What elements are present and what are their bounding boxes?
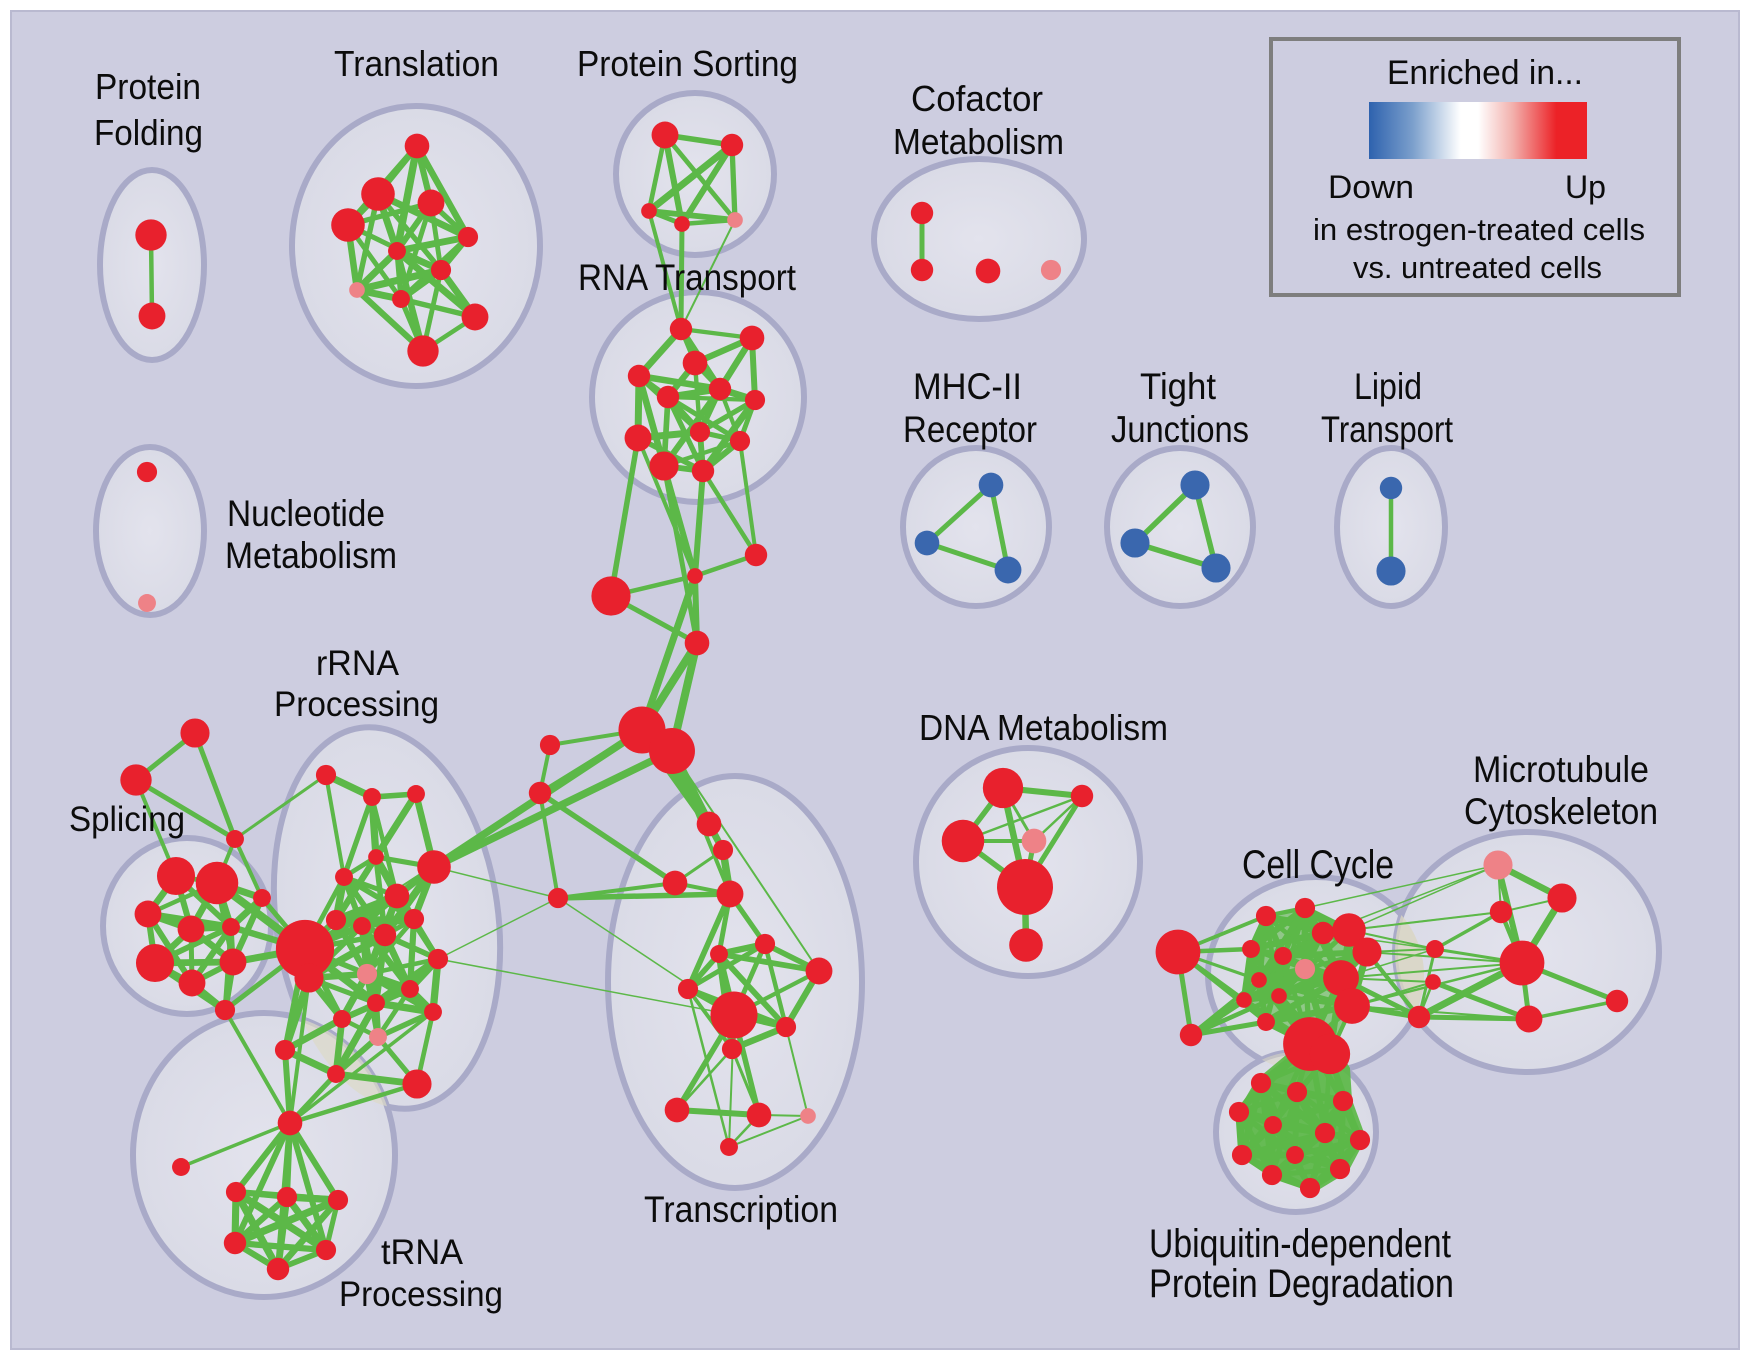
svg-text:Down: Down bbox=[1328, 169, 1414, 205]
svg-text:tRNA: tRNA bbox=[381, 1233, 464, 1272]
svg-text:Translation: Translation bbox=[334, 43, 499, 84]
svg-text:Nucleotide: Nucleotide bbox=[227, 493, 385, 534]
svg-text:Metabolism: Metabolism bbox=[893, 121, 1064, 162]
svg-text:Metabolism: Metabolism bbox=[225, 535, 397, 576]
svg-text:rRNA: rRNA bbox=[316, 644, 400, 683]
svg-text:Cytoskeleton: Cytoskeleton bbox=[1464, 791, 1658, 832]
svg-text:MHC-II: MHC-II bbox=[913, 366, 1022, 407]
svg-text:Transcription: Transcription bbox=[644, 1189, 838, 1230]
svg-text:Up: Up bbox=[1565, 169, 1606, 205]
svg-text:RNA Transport: RNA Transport bbox=[578, 257, 797, 298]
svg-text:Splicing: Splicing bbox=[69, 800, 185, 839]
svg-text:Protein Degradation: Protein Degradation bbox=[1149, 1262, 1454, 1306]
svg-text:Cell Cycle: Cell Cycle bbox=[1242, 843, 1394, 887]
svg-text:Processing: Processing bbox=[339, 1275, 503, 1314]
svg-text:Microtubule: Microtubule bbox=[1473, 749, 1649, 790]
svg-text:Enriched in...: Enriched in... bbox=[1387, 54, 1583, 92]
svg-text:Lipid: Lipid bbox=[1354, 366, 1422, 407]
svg-text:Junctions: Junctions bbox=[1111, 409, 1249, 450]
svg-text:Receptor: Receptor bbox=[903, 409, 1037, 450]
svg-text:DNA Metabolism: DNA Metabolism bbox=[919, 707, 1168, 748]
svg-text:Folding: Folding bbox=[94, 112, 203, 153]
svg-text:Ubiquitin-dependent: Ubiquitin-dependent bbox=[1149, 1222, 1451, 1266]
svg-text:Transport: Transport bbox=[1321, 409, 1454, 450]
svg-text:Protein Sorting: Protein Sorting bbox=[577, 43, 798, 84]
svg-text:Protein: Protein bbox=[95, 66, 201, 107]
svg-text:Cofactor: Cofactor bbox=[911, 78, 1043, 119]
svg-text:Tight: Tight bbox=[1140, 366, 1217, 407]
svg-text:Processing: Processing bbox=[274, 685, 439, 724]
svg-text:in estrogen-treated cells: in estrogen-treated cells bbox=[1313, 212, 1645, 247]
svg-text:vs. untreated cells: vs. untreated cells bbox=[1353, 250, 1602, 285]
